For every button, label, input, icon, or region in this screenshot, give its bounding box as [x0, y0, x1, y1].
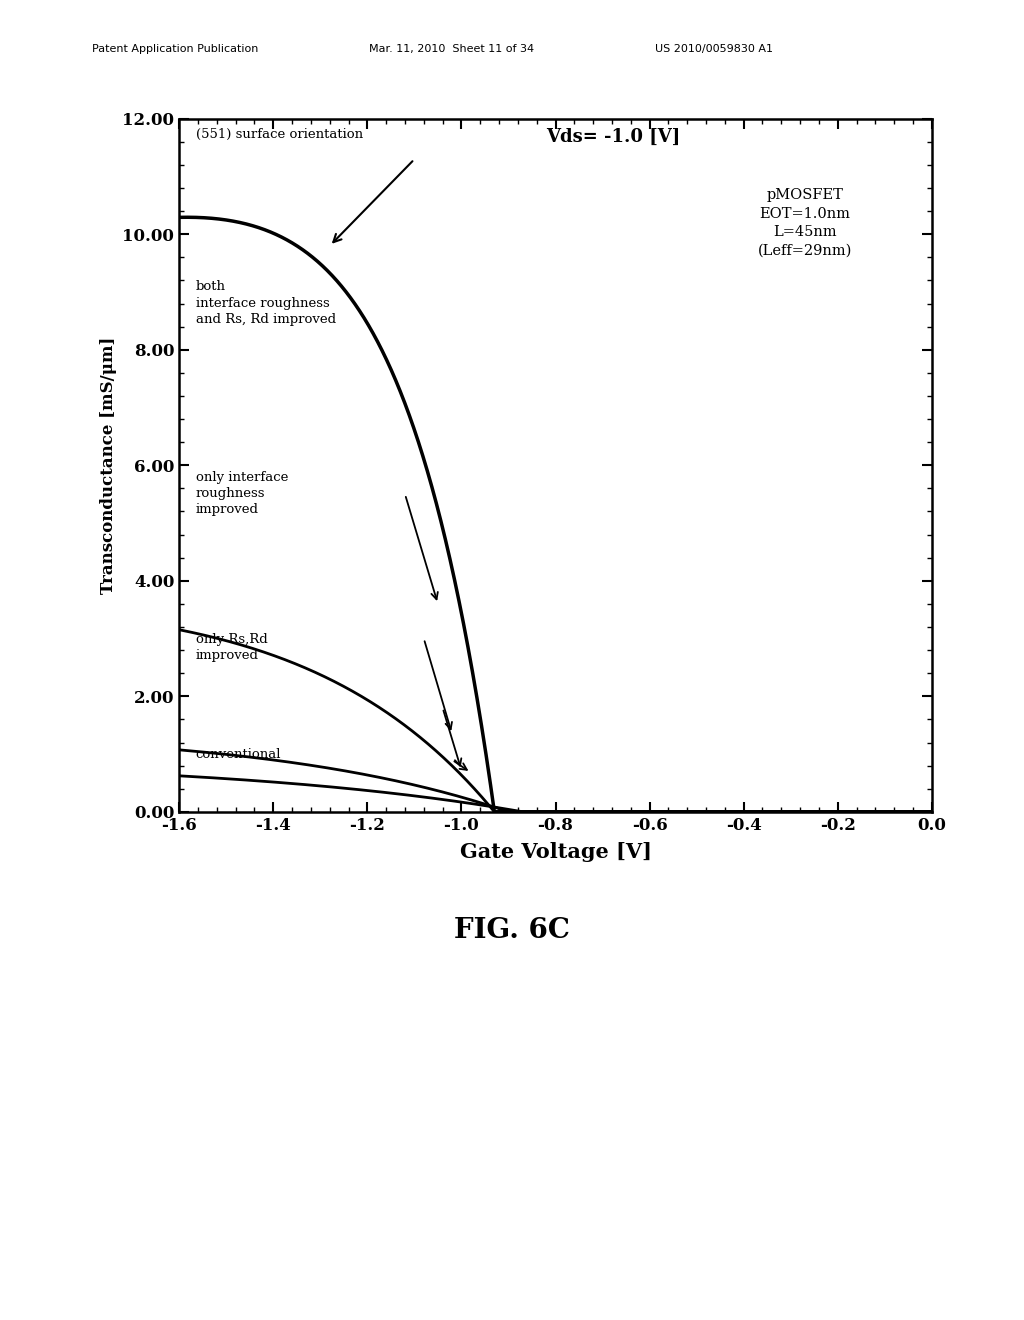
- Text: US 2010/0059830 A1: US 2010/0059830 A1: [655, 44, 773, 54]
- Text: only Rs,Rd
improved: only Rs,Rd improved: [196, 632, 267, 661]
- Text: both
interface roughness
and Rs, Rd improved: both interface roughness and Rs, Rd impr…: [196, 281, 336, 326]
- Text: FIG. 6C: FIG. 6C: [454, 917, 570, 944]
- Text: only interface
roughness
improved: only interface roughness improved: [196, 471, 288, 516]
- Y-axis label: Transconductance [mS/μm]: Transconductance [mS/μm]: [99, 337, 117, 594]
- Text: Patent Application Publication: Patent Application Publication: [92, 44, 258, 54]
- Text: pMOSFET
EOT=1.0nm
L=45nm
(Leff=29nm): pMOSFET EOT=1.0nm L=45nm (Leff=29nm): [758, 187, 852, 257]
- Text: conventional: conventional: [196, 748, 282, 762]
- Text: Vds= -1.0 [V]: Vds= -1.0 [V]: [546, 128, 680, 145]
- X-axis label: Gate Voltage [V]: Gate Voltage [V]: [460, 842, 651, 862]
- Text: (551) surface orientation: (551) surface orientation: [196, 128, 362, 140]
- Text: Mar. 11, 2010  Sheet 11 of 34: Mar. 11, 2010 Sheet 11 of 34: [369, 44, 534, 54]
